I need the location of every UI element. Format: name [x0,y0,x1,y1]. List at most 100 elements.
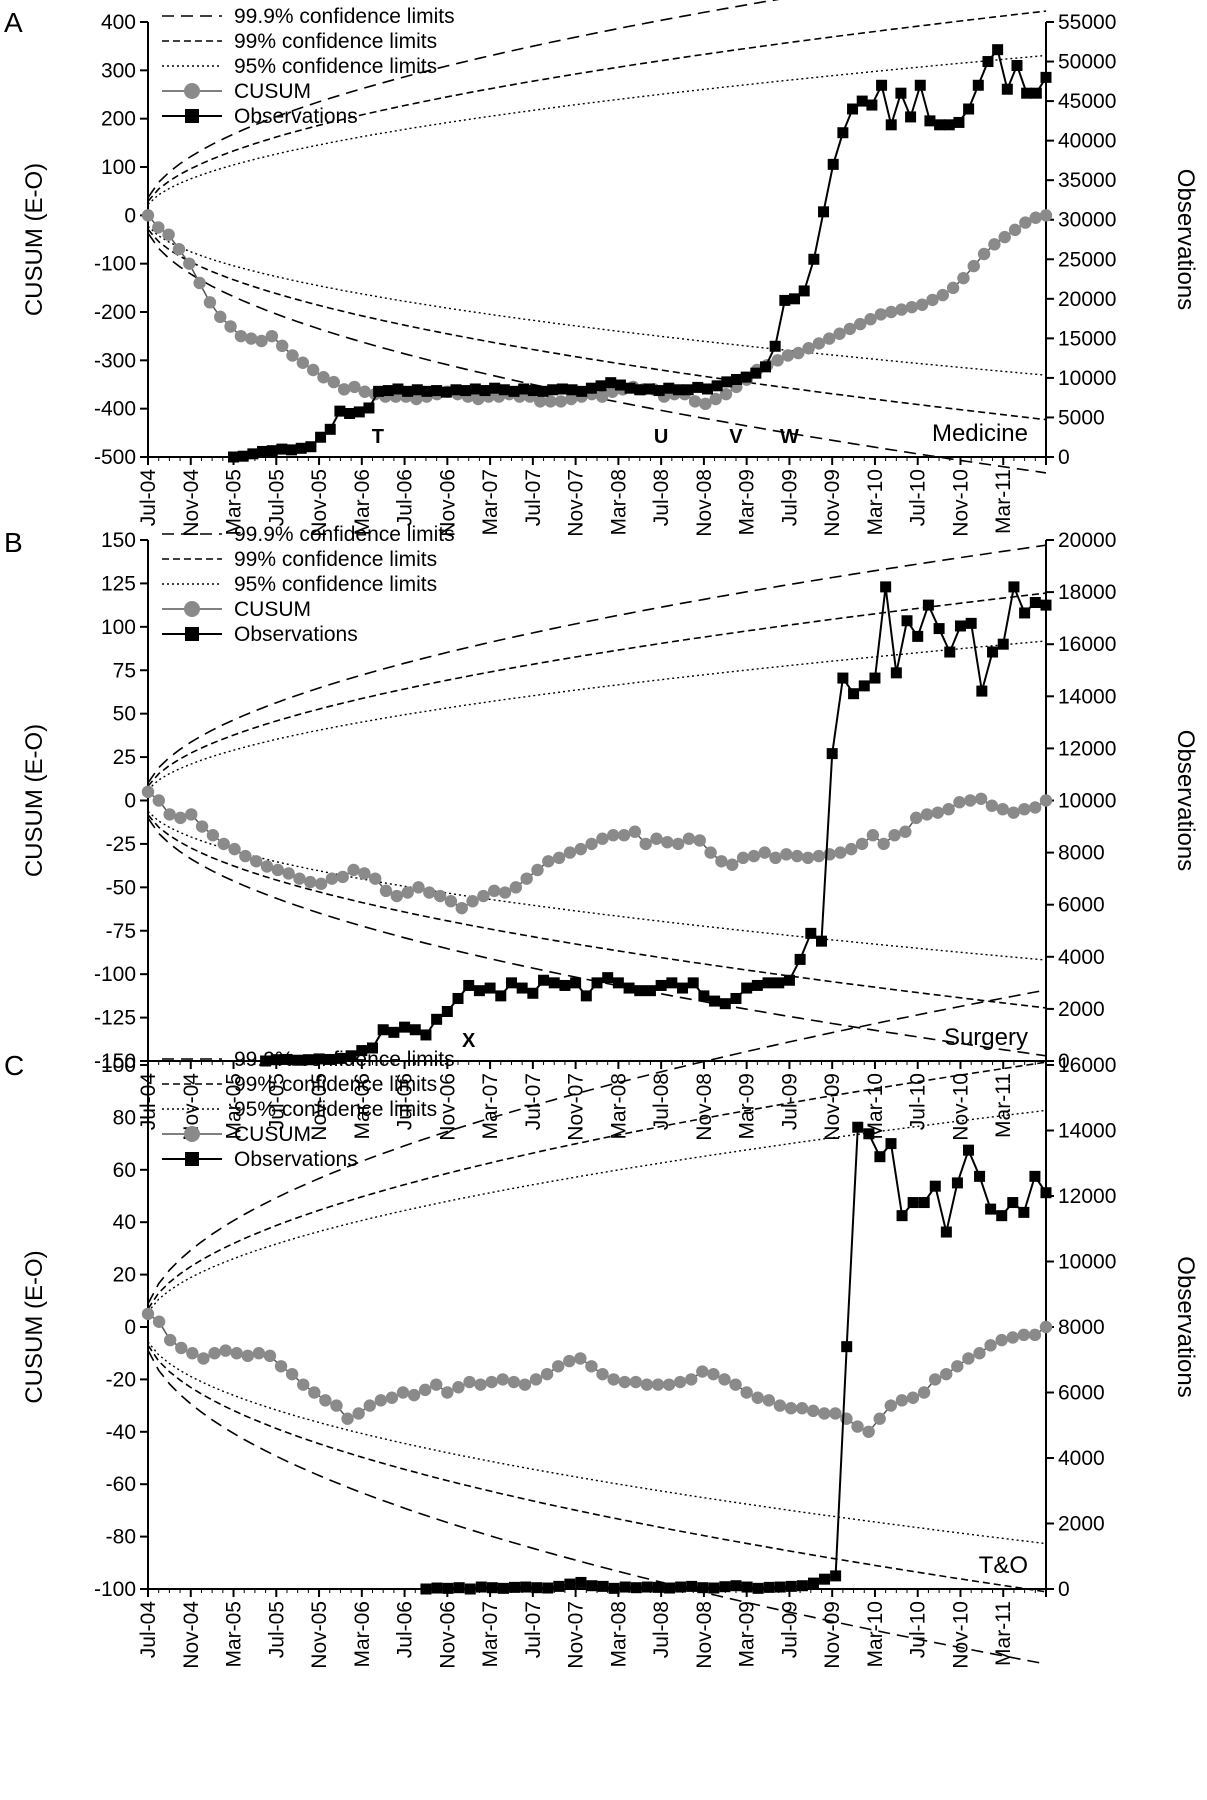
cusum-point [715,855,728,868]
observation-point [495,990,507,1002]
observation-point [976,685,988,697]
observation-point [987,646,999,658]
right-tick-label: 20000 [1058,288,1116,311]
cusum-point [379,884,393,898]
cusum-point [855,837,869,851]
cusum-point [834,846,847,859]
observation-point [929,1180,941,1192]
cusum-point [957,271,970,285]
left-tick-label: -300 [94,349,136,372]
cusum-point [792,346,805,360]
cusum-point [275,339,289,353]
observation-point [564,1578,576,1590]
cusum-point [1028,801,1042,814]
cusum-point [936,288,949,302]
x-tick-label: Mar-06 [351,1601,374,1668]
observation-point [334,405,346,417]
observation-point [664,1582,676,1594]
cusum-point [193,276,206,290]
x-tick-label: Mar-09 [736,469,759,536]
observation-point [498,384,510,396]
confidence-limit-p99-lower [147,814,1047,1009]
right-tick-label: 12000 [1058,1185,1116,1208]
observation-point [848,688,860,700]
cusum-point [271,863,285,877]
observation-point [452,992,464,1004]
observation-point [653,385,665,397]
right-tick-label: 10000 [1058,790,1116,813]
cusum-point [762,1394,776,1407]
cusum-point [607,829,620,842]
left-tick-label: 50 [113,703,136,726]
chart-panel-c: C -100 -80 -60 -40 -20 0 20 40 60 80 100 0 2000 4000 60… [4,989,1199,1669]
observation-point [954,620,966,632]
cusum-point [304,875,317,889]
x-tick-label: Mar-10 [864,469,887,536]
cusum-point [917,1386,931,1399]
cusum-point [314,877,328,891]
cusum-point [998,230,1011,244]
observation-point [570,977,582,989]
cusum-point [905,300,919,314]
confidence-limit-p95-upper [147,54,1047,205]
right-tick-label: 10000 [1058,1251,1116,1274]
right-tick-label: 0 [1058,446,1070,469]
panel-letter: C [4,1050,24,1081]
cusum-point [899,825,912,838]
legend-label: 95% confidence limits [234,573,437,596]
cusum-point [1019,216,1032,229]
left-tick-label: -60 [106,1473,136,1496]
x-tick-label: Jul-09 [778,469,801,526]
observation-point [286,444,298,456]
cusum-point [1007,806,1020,819]
cusum-point [909,811,923,825]
left-tick-label: 150 [101,529,136,552]
cusum-point [208,1347,221,1360]
left-tick-label: 0 [124,790,136,813]
observation-point [666,977,678,989]
confidence-limit-p95-upper [147,1109,1047,1313]
observation-point [905,111,917,123]
observation-point [431,1582,443,1594]
confidence-limit-p999-lower [147,232,1047,474]
observation-point [805,927,817,939]
observation-point [473,985,485,997]
observation-point [344,408,356,419]
x-tick-label: Jul-09 [778,1073,801,1130]
cusum-point [325,872,339,885]
observation-point [624,382,636,394]
x-tick-label: Nov-09 [821,1601,844,1669]
observation-point [1007,1197,1019,1209]
observation-point [266,445,278,457]
observation-point [794,953,806,965]
cusum-point [474,1378,487,1391]
cusum-point [520,872,533,885]
observation-point [789,293,801,305]
cusum-point [704,846,717,859]
right-tick-label: 6000 [1058,1382,1105,1405]
observation-point [885,119,897,131]
observation-point [940,1226,952,1238]
left-tick-label: 100 [101,616,136,639]
cusum-point [618,1375,631,1389]
cusum-point [719,387,733,401]
observation-point [924,115,936,127]
legend-swatch-marker [184,83,200,99]
annotation-w: W [780,426,799,448]
cusum-point [358,385,371,398]
observation-point [597,1580,609,1592]
x-tick-label: Mar-08 [607,469,630,536]
observation-point [363,402,375,414]
right-tick-label: 5000 [1058,406,1105,429]
observation-point [345,1050,357,1062]
cusum-point [829,1407,842,1420]
cusum-point [396,1386,410,1399]
cusum-point [1017,1328,1031,1342]
y-axis-title-right: Observations [1172,1256,1199,1397]
cusum-point [352,1407,365,1420]
right-tick-label: 6000 [1058,894,1105,917]
cusum-point [651,1378,665,1391]
chart-panel-b: B -150 -125 -100 -75 -50 -25 0 25 50 75 100 125 150 0 2… [4,523,1199,1141]
y-axis-title-right: Observations [1172,169,1199,310]
